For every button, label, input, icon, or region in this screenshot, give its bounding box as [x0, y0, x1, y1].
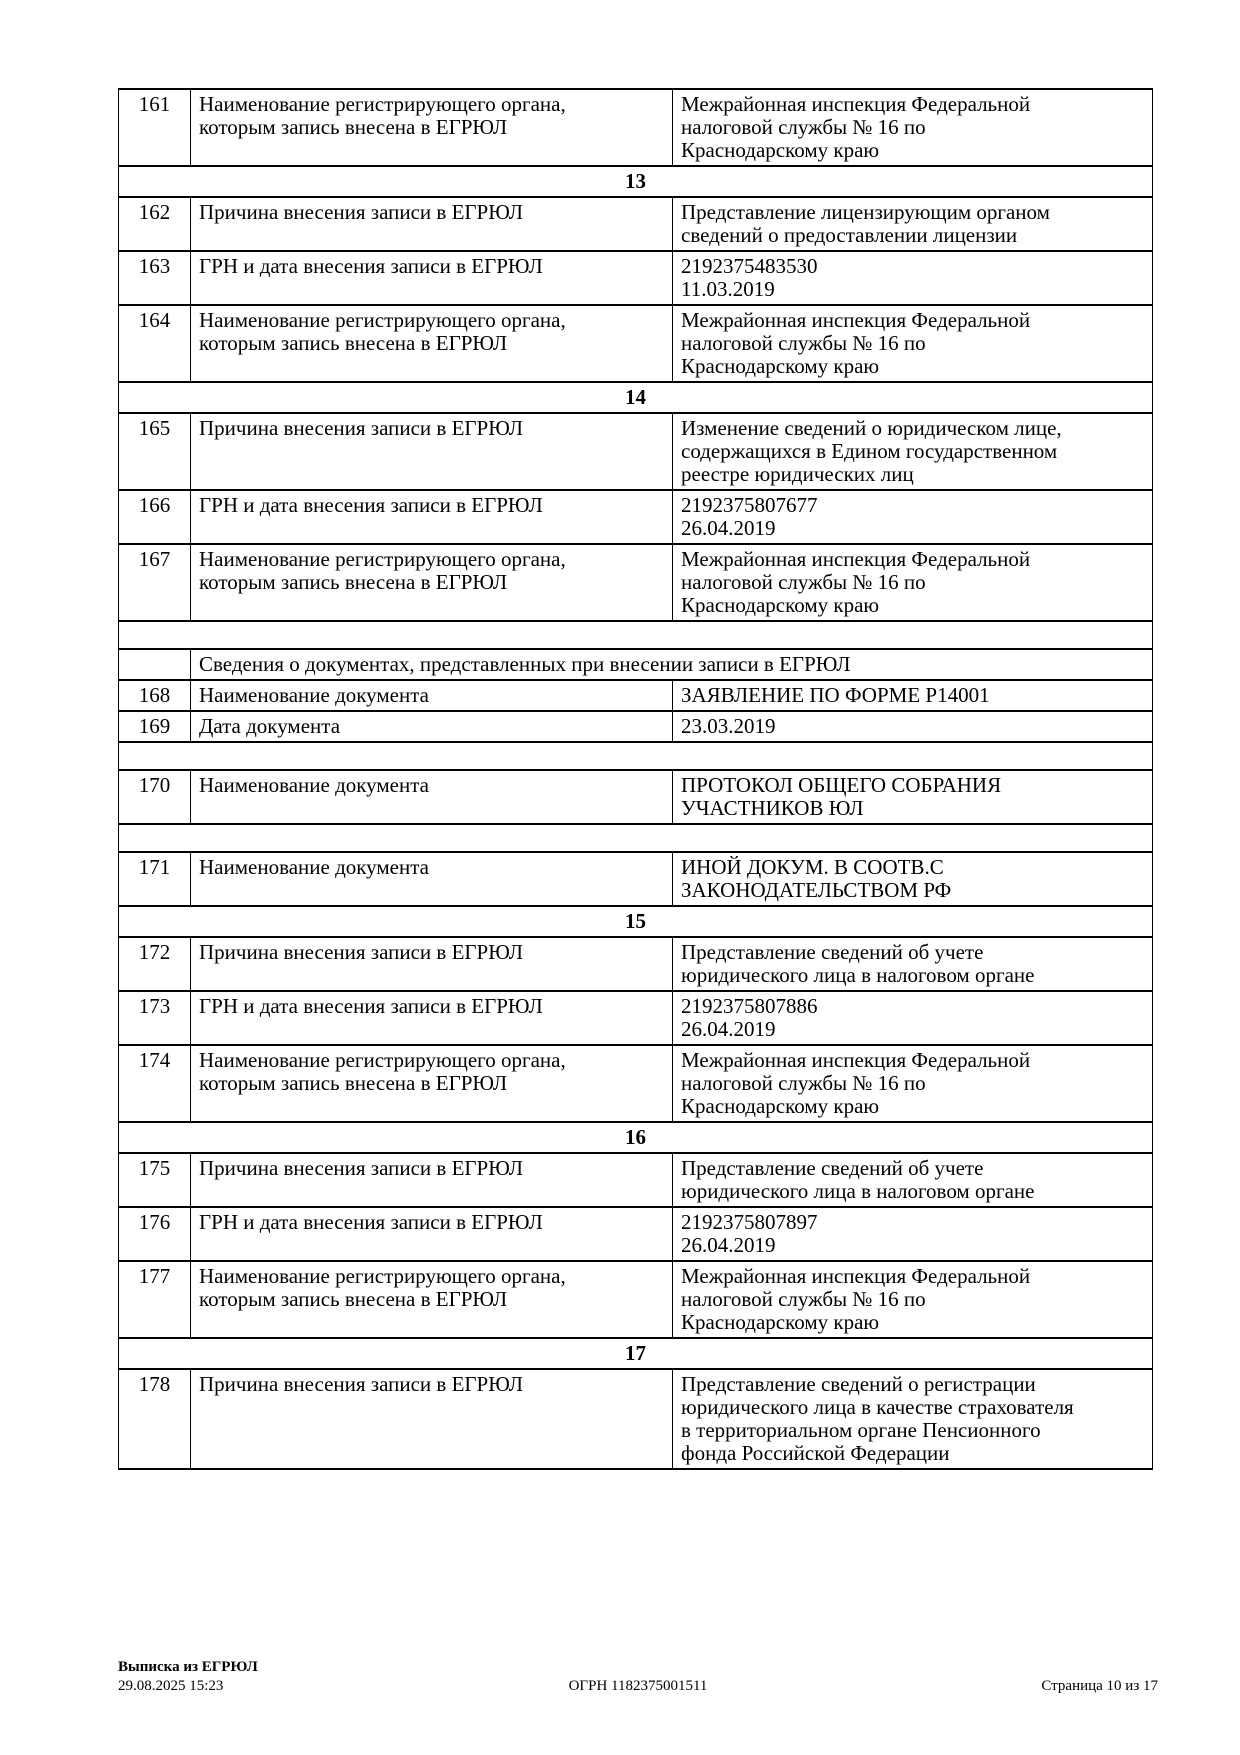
record-number: 161: [118, 88, 191, 167]
section-number: 16: [118, 1121, 1153, 1154]
record-field-value: Межрайонная инспекция Федеральной налого…: [672, 543, 1153, 622]
record-field-value: 2192375807677 26.04.2019: [672, 489, 1153, 545]
record-field-value: Изменение сведений о юридическом лице, с…: [672, 412, 1153, 491]
section-number-row: 13: [118, 165, 1153, 198]
record-field-label: ГРН и дата внесения записи в ЕГРЮЛ: [190, 1206, 673, 1262]
record-row: 162 Причина внесения записи в ЕГРЮЛ Предст…: [118, 196, 1153, 252]
section-number: 15: [118, 905, 1153, 938]
record-number: 164: [118, 304, 191, 383]
record-number: 169: [118, 710, 191, 743]
record-field-label: Наименование регистрирующего органа, кот…: [190, 1044, 673, 1123]
record-row: 176 ГРН и дата внесения записи в ЕГРЮЛ 219…: [118, 1206, 1153, 1262]
record-field-label: Наименование регистрирующего органа, кот…: [190, 304, 673, 383]
record-field-label: Причина внесения записи в ЕГРЮЛ: [190, 412, 673, 491]
record-number: 162: [118, 196, 191, 252]
egrul-records-table: 161 Наименование регистрирующего органа, …: [118, 88, 1153, 1470]
record-row: 164 Наименование регистрирующего органа, …: [118, 304, 1153, 383]
record-number: 176: [118, 1206, 191, 1262]
record-row: 166 ГРН и дата внесения записи в ЕГРЮЛ 219…: [118, 489, 1153, 545]
record-field-label: Наименование документа: [190, 851, 673, 907]
record-row: 170 Наименование документа ПРОТОКОЛ ОБЩЕГО…: [118, 769, 1153, 825]
record-number: 165: [118, 412, 191, 491]
record-field-value: Межрайонная инспекция Федеральной налого…: [672, 304, 1153, 383]
record-field-value: Представление сведений о регистрации юри…: [672, 1368, 1153, 1470]
record-row: 168 Наименование документа ЗАЯВЛЕНИЕ ПО ФО…: [118, 679, 1153, 712]
section-number: 17: [118, 1337, 1153, 1370]
record-row: 171 Наименование документа ИНОЙ ДОКУМ. В С…: [118, 851, 1153, 907]
record-field-value: Межрайонная инспекция Федеральной налого…: [672, 88, 1153, 167]
record-number: 163: [118, 250, 191, 306]
documents-subheader: Сведения о документах, представленных пр…: [190, 648, 1153, 681]
record-field-label: Причина внесения записи в ЕГРЮЛ: [190, 196, 673, 252]
record-number: 177: [118, 1260, 191, 1339]
record-row: 163 ГРН и дата внесения записи в ЕГРЮЛ 219…: [118, 250, 1153, 306]
record-field-label: Наименование документа: [190, 679, 673, 712]
record-field-value: Представление сведений об учете юридичес…: [672, 936, 1153, 992]
record-row: 172 Причина внесения записи в ЕГРЮЛ Предст…: [118, 936, 1153, 992]
record-field-label: Наименование документа: [190, 769, 673, 825]
spacer-cell: [118, 741, 1153, 771]
section-number-row: 14: [118, 381, 1153, 414]
record-row: 169 Дата документа 23.03.2019: [118, 710, 1153, 743]
record-row: 167 Наименование регистрирующего органа, …: [118, 543, 1153, 622]
record-field-label: Наименование регистрирующего органа, кот…: [190, 543, 673, 622]
section-number: 13: [118, 165, 1153, 198]
footer-timestamp: 29.08.2025 15:23: [118, 1678, 224, 1694]
record-field-value: Представление лицензирующим органом свед…: [672, 196, 1153, 252]
record-field-value: ЗАЯВЛЕНИЕ ПО ФОРМЕ Р14001: [672, 679, 1153, 712]
footer-page-number: Страница 10 из 17: [1041, 1678, 1159, 1694]
documents-subheader-row: Сведения о документах, представленных пр…: [118, 648, 1153, 681]
empty-number-cell: [118, 648, 191, 681]
spacer-row: [118, 823, 1153, 853]
spacer-cell: [118, 620, 1153, 650]
record-field-label: Наименование регистрирующего органа, кот…: [190, 1260, 673, 1339]
footer-doc-type: Выписка из ЕГРЮЛ: [118, 1659, 258, 1675]
record-field-label: Наименование регистрирующего органа, кот…: [190, 88, 673, 167]
record-field-value: Межрайонная инспекция Федеральной налого…: [672, 1044, 1153, 1123]
record-number: 172: [118, 936, 191, 992]
record-field-label: ГРН и дата внесения записи в ЕГРЮЛ: [190, 489, 673, 545]
record-row: 178 Причина внесения записи в ЕГРЮЛ Предст…: [118, 1368, 1153, 1470]
record-field-label: ГРН и дата внесения записи в ЕГРЮЛ: [190, 250, 673, 306]
record-number: 174: [118, 1044, 191, 1123]
record-number: 167: [118, 543, 191, 622]
record-field-label: Причина внесения записи в ЕГРЮЛ: [190, 1368, 673, 1470]
record-field-value: 2192375807897 26.04.2019: [672, 1206, 1153, 1262]
section-number-row: 17: [118, 1337, 1153, 1370]
spacer-row: [118, 741, 1153, 771]
record-row: 174 Наименование регистрирующего органа, …: [118, 1044, 1153, 1123]
record-row: 173 ГРН и дата внесения записи в ЕГРЮЛ 219…: [118, 990, 1153, 1046]
record-number: 178: [118, 1368, 191, 1470]
section-number-row: 15: [118, 905, 1153, 938]
spacer-cell: [118, 823, 1153, 853]
record-number: 171: [118, 851, 191, 907]
record-field-label: Причина внесения записи в ЕГРЮЛ: [190, 1152, 673, 1208]
record-field-value: Межрайонная инспекция Федеральной налого…: [672, 1260, 1153, 1339]
record-number: 170: [118, 769, 191, 825]
record-number: 175: [118, 1152, 191, 1208]
record-number: 166: [118, 489, 191, 545]
spacer-row: [118, 620, 1153, 650]
record-field-value: 2192375807886 26.04.2019: [672, 990, 1153, 1046]
record-row: 165 Причина внесения записи в ЕГРЮЛ Измене…: [118, 412, 1153, 491]
record-row: 177 Наименование регистрирующего органа, …: [118, 1260, 1153, 1339]
record-field-value: ИНОЙ ДОКУМ. В СООТВ.С ЗАКОНОДАТЕЛЬСТВОМ …: [672, 851, 1153, 907]
record-field-label: Дата документа: [190, 710, 673, 743]
record-field-value: 2192375483530 11.03.2019: [672, 250, 1153, 306]
record-field-value: 23.03.2019: [672, 710, 1153, 743]
record-number: 173: [118, 990, 191, 1046]
record-row: 161 Наименование регистрирующего органа, …: [118, 88, 1153, 167]
record-field-value: Представление сведений об учете юридичес…: [672, 1152, 1153, 1208]
record-row: 175 Причина внесения записи в ЕГРЮЛ Предст…: [118, 1152, 1153, 1208]
section-number: 14: [118, 381, 1153, 414]
footer-ogrn: ОГРН 1182375001511: [568, 1678, 708, 1694]
record-field-label: ГРН и дата внесения записи в ЕГРЮЛ: [190, 990, 673, 1046]
record-field-value: ПРОТОКОЛ ОБЩЕГО СОБРАНИЯ УЧАСТНИКОВ ЮЛ: [672, 769, 1153, 825]
page-footer: Выписка из ЕГРЮЛ 29.08.2025 15:23 ОГРН 1…: [118, 1658, 1158, 1696]
record-field-label: Причина внесения записи в ЕГРЮЛ: [190, 936, 673, 992]
footer-left-block: Выписка из ЕГРЮЛ 29.08.2025 15:23: [118, 1658, 465, 1696]
record-number: 168: [118, 679, 191, 712]
section-number-row: 16: [118, 1121, 1153, 1154]
